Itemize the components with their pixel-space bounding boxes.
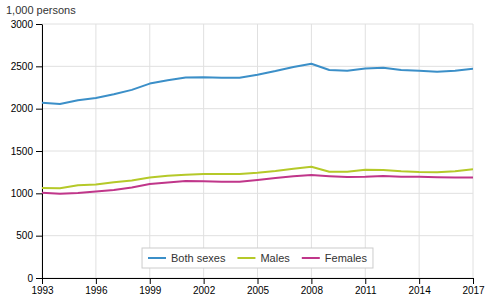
- grid: [42, 24, 473, 278]
- y-tick-mark: [36, 278, 42, 279]
- legend-label: Males: [260, 252, 290, 264]
- x-tick-label: 1999: [139, 285, 162, 296]
- x-tick-mark: [96, 278, 97, 284]
- x-tick: 2005: [247, 278, 270, 296]
- x-tick-label: 2014: [409, 285, 432, 296]
- legend-frame: [142, 248, 373, 268]
- y-axis-label: 1,000 persons: [6, 4, 76, 16]
- legend-label: Females: [325, 252, 368, 264]
- y-tick: 0: [27, 273, 42, 284]
- y-tick-label: 0: [27, 273, 33, 284]
- y-tick-mark: [36, 236, 42, 237]
- y-axis: 0 500 1000 1500 2000 2500 3000: [11, 19, 43, 284]
- x-tick-mark: [365, 278, 366, 284]
- grid-line-y: [42, 24, 473, 25]
- grid-line-y: [42, 66, 473, 67]
- legend-item: Males: [237, 252, 290, 264]
- y-axis-line: [42, 25, 43, 279]
- grid-line-y: [42, 235, 473, 236]
- y-tick: 2000: [11, 103, 42, 114]
- x-tick-mark: [311, 278, 312, 284]
- x-tick: 1993: [31, 278, 54, 296]
- legend-swatch: [148, 257, 166, 259]
- x-tick: 2014: [409, 278, 432, 296]
- x-axis: 1993 1996 1999 2002 2005 2008 2011 2014 2017: [31, 278, 485, 296]
- x-tick-mark: [204, 278, 205, 284]
- grid-line-y: [42, 108, 473, 109]
- grid-line-y: [42, 151, 473, 152]
- x-tick-mark: [419, 278, 420, 284]
- x-tick-label: 1996: [85, 285, 108, 296]
- x-tick-label: 1993: [31, 285, 54, 296]
- y-tick-label: 1500: [11, 146, 34, 157]
- legend: Both sexes Males Females: [142, 248, 373, 268]
- legend-item: Females: [302, 252, 368, 264]
- y-tick-label: 1000: [11, 188, 34, 199]
- x-tick: 2011: [355, 278, 377, 296]
- line-series: [42, 64, 473, 104]
- line-series: [42, 175, 473, 194]
- x-tick-label: 2017: [462, 285, 485, 296]
- y-tick-label: 3000: [11, 19, 34, 30]
- chart: 1993 1996 1999 2002 2005 2008 2011 2014 2017 0 500…: [0, 0, 491, 302]
- y-tick-mark: [36, 151, 42, 152]
- x-tick-label: 2002: [193, 285, 216, 296]
- x-tick-mark: [258, 278, 259, 284]
- y-tick-mark: [36, 109, 42, 110]
- y-tick: 1500: [11, 146, 42, 157]
- x-tick-label: 2011: [355, 285, 377, 296]
- y-tick-mark: [36, 66, 42, 67]
- x-tick: 1996: [85, 278, 108, 296]
- legend-item: Both sexes: [148, 252, 226, 264]
- legend-label: Both sexes: [171, 252, 226, 264]
- plot-area: [42, 64, 473, 194]
- grid-line-y: [42, 193, 473, 194]
- x-tick-mark: [42, 278, 43, 284]
- y-tick: 2500: [11, 61, 42, 72]
- x-tick: 2017: [462, 278, 485, 296]
- x-tick-label: 2005: [247, 285, 270, 296]
- x-tick-mark: [150, 278, 151, 284]
- x-tick: 2008: [301, 278, 324, 296]
- y-tick-mark: [36, 193, 42, 194]
- y-tick-label: 500: [16, 230, 33, 241]
- x-tick: 2002: [193, 278, 216, 296]
- y-tick-label: 2500: [11, 61, 34, 72]
- legend-swatch: [302, 257, 320, 259]
- y-tick: 1000: [11, 188, 42, 199]
- y-tick-mark: [36, 24, 42, 25]
- x-tick-mark: [473, 278, 474, 284]
- y-tick: 500: [16, 230, 42, 241]
- y-tick: 3000: [11, 19, 42, 30]
- legend-swatch: [237, 257, 255, 259]
- x-tick-label: 2008: [301, 285, 324, 296]
- y-tick-label: 2000: [11, 103, 34, 114]
- x-tick: 1999: [139, 278, 162, 296]
